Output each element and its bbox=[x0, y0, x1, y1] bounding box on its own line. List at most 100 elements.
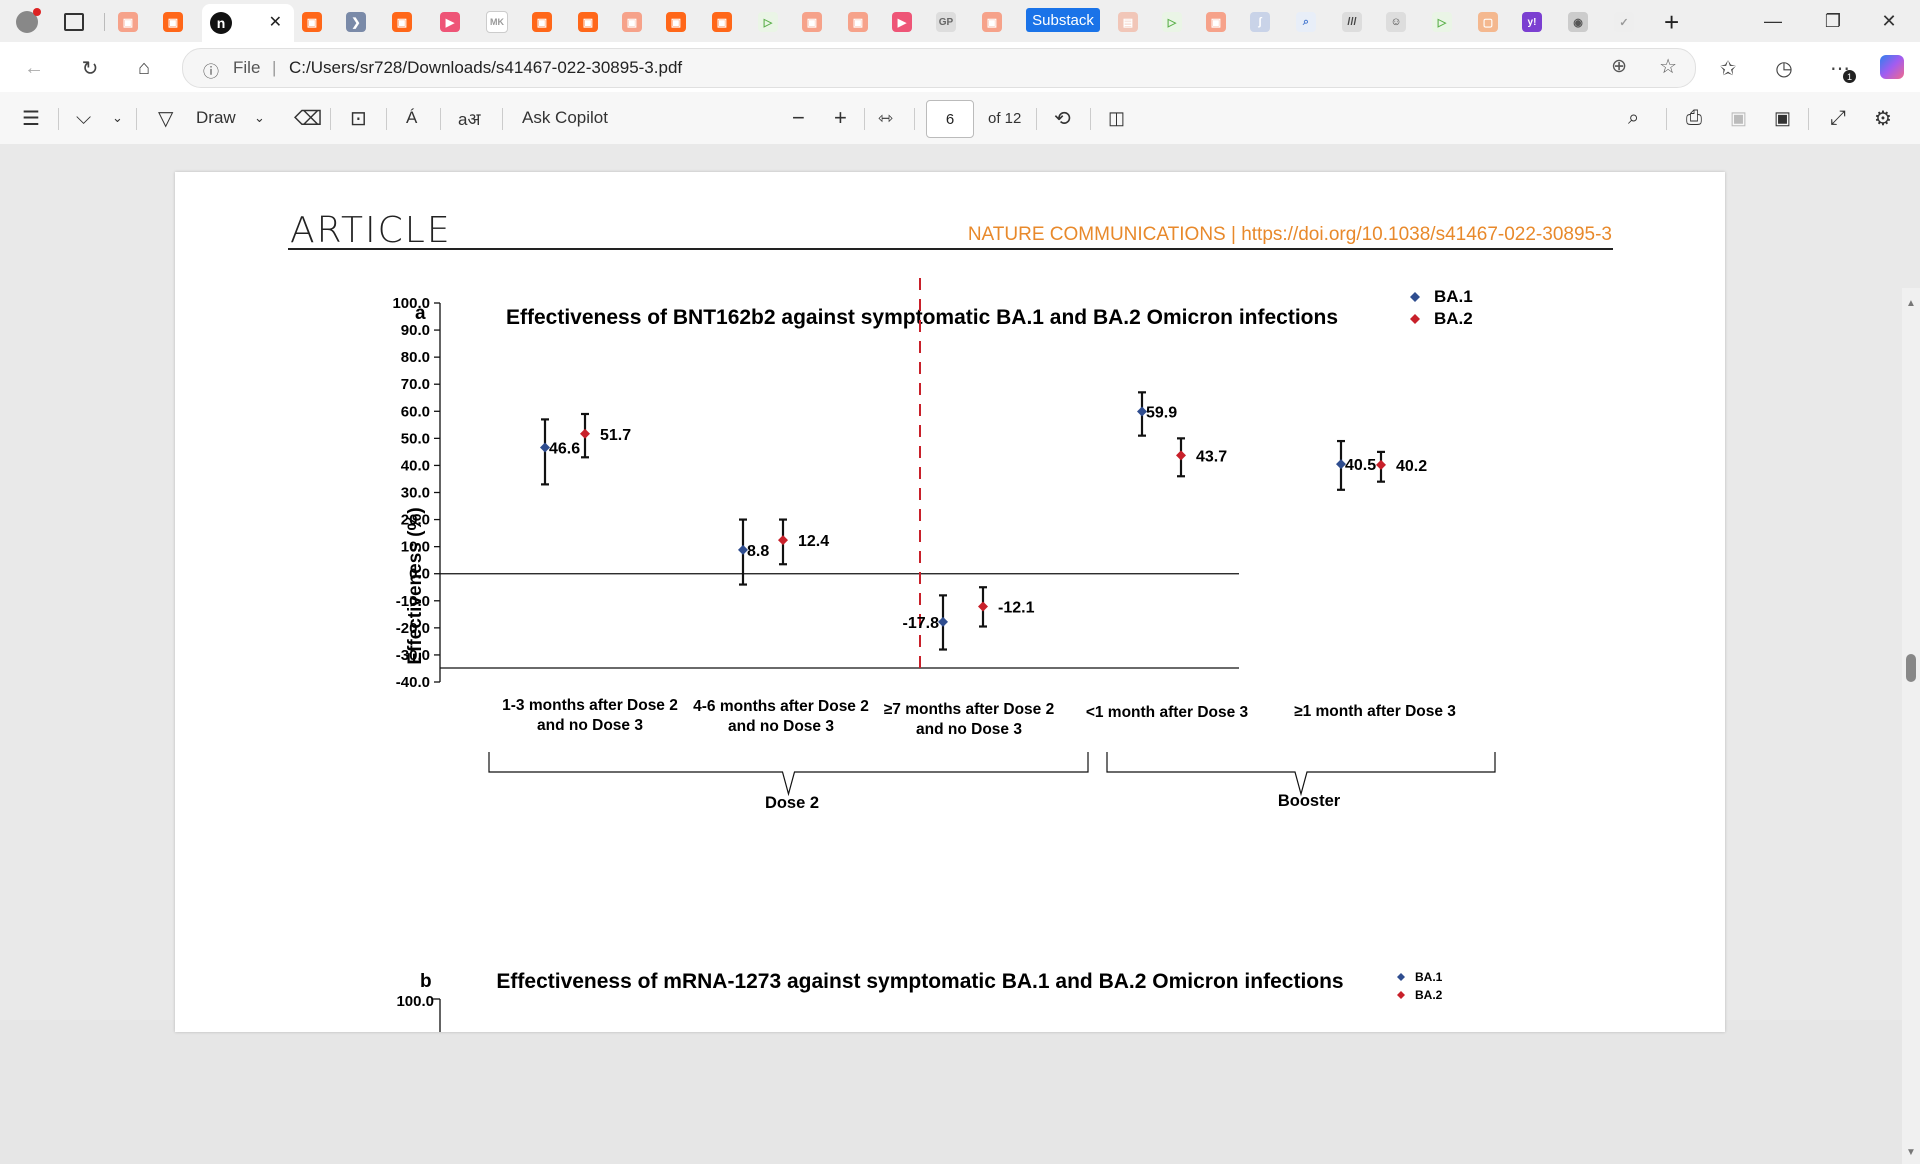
tab-substack-10[interactable]: ▣ bbox=[802, 9, 822, 35]
zoom-in-button[interactable]: + bbox=[834, 105, 847, 130]
tab-substack-2[interactable]: ▣ bbox=[163, 9, 183, 35]
tab-play-1[interactable]: ▷ bbox=[758, 9, 778, 35]
category-label: <1 month after Dose 3 bbox=[1086, 704, 1249, 721]
expand-icon[interactable]: ⤢ bbox=[1830, 106, 1846, 129]
favorites-icon[interactable]: ✩ bbox=[1719, 57, 1737, 80]
tab-generic-2[interactable]: ʃ bbox=[1250, 9, 1270, 35]
back-arrow-icon[interactable]: ← bbox=[24, 56, 44, 79]
tab-mk[interactable]: MK bbox=[486, 9, 508, 35]
y-tick-label: 20.0 bbox=[401, 512, 430, 529]
address-bar: ← ↻ ⌂ ⓘ File | C:/Users/sr728/Downloads/… bbox=[0, 42, 1920, 92]
settings-gear-icon[interactable]: ⚙ bbox=[1874, 107, 1892, 130]
tab-generic-5[interactable]: ▢ bbox=[1478, 9, 1498, 35]
tab-youtube-2[interactable]: ▶ bbox=[892, 9, 912, 35]
legend-b-ba2-marker bbox=[1397, 991, 1405, 999]
history-icon[interactable]: ◷ bbox=[1775, 57, 1793, 80]
tab-youtube-1[interactable]: ▶ bbox=[440, 9, 460, 35]
page-view-icon[interactable]: ◫ bbox=[1108, 107, 1126, 128]
legend-label-ba1: BA.1 bbox=[1434, 287, 1473, 306]
tab-substack-1[interactable]: ▣ bbox=[118, 9, 138, 35]
tab-generic-3[interactable]: /// bbox=[1342, 9, 1362, 35]
translate-icon[interactable]: aअ bbox=[458, 109, 481, 129]
home-icon[interactable]: ⌂ bbox=[137, 56, 151, 79]
url-field[interactable]: ⓘ File | C:/Users/sr728/Downloads/s41467… bbox=[182, 48, 1696, 88]
url-text[interactable]: C:/Users/sr728/Downloads/s41467-022-3089… bbox=[289, 58, 683, 77]
profile-avatar[interactable] bbox=[16, 8, 41, 35]
substack-icon: ▣ bbox=[163, 12, 183, 32]
substack-icon: ▣ bbox=[712, 12, 732, 32]
search-icon[interactable]: ⌕ bbox=[1628, 106, 1640, 129]
tab-generic-6[interactable]: ◉ bbox=[1568, 9, 1588, 35]
tab-substack-7[interactable]: ▣ bbox=[622, 9, 642, 35]
read-aloud-icon[interactable]: Á bbox=[406, 108, 418, 127]
scroll-up-icon[interactable]: ▲ bbox=[1906, 298, 1916, 309]
close-window-button[interactable]: ✕ bbox=[1881, 10, 1897, 31]
minimize-button[interactable]: — bbox=[1764, 10, 1782, 31]
tab-generic-1[interactable]: ❯ bbox=[346, 9, 366, 35]
tab-substack-11[interactable]: ▣ bbox=[848, 9, 868, 35]
restore-button[interactable]: ❐ bbox=[1824, 10, 1842, 31]
tab-substack-6[interactable]: ▣ bbox=[578, 9, 598, 35]
save-as-icon[interactable]: ▣ bbox=[1774, 107, 1792, 128]
chevron-down-icon[interactable]: ⌄ bbox=[112, 110, 123, 125]
favorite-star-icon[interactable]: ☆ bbox=[1659, 56, 1677, 78]
tab-gp[interactable]: GP bbox=[936, 9, 956, 35]
highlight-icon[interactable]: ⌵ bbox=[76, 106, 92, 129]
tab-generic-7[interactable]: ✓ bbox=[1614, 9, 1634, 35]
rotate-icon[interactable]: ⟲ bbox=[1054, 107, 1071, 130]
eraser-icon[interactable]: ⌫ bbox=[294, 107, 323, 130]
category-label: 4-6 months after Dose 2 bbox=[693, 698, 869, 715]
journal-citation[interactable]: NATURE COMMUNICATIONS | https://doi.org/… bbox=[967, 224, 1612, 245]
category-label: ≥1 month after Dose 3 bbox=[1294, 703, 1456, 720]
chart-a-title: Effectiveness of BNT162b2 against sympto… bbox=[506, 306, 1338, 329]
tab-substack-8[interactable]: ▣ bbox=[666, 9, 686, 35]
tab-yahoo[interactable]: y! bbox=[1522, 9, 1542, 35]
tab-search[interactable]: ⌕ bbox=[1296, 9, 1316, 35]
tab-substack-4[interactable]: ▣ bbox=[392, 9, 412, 35]
substack-icon: ▣ bbox=[392, 12, 412, 32]
fit-width-icon[interactable]: ⇿ bbox=[878, 107, 894, 128]
copilot-icon[interactable] bbox=[1880, 55, 1904, 79]
draw-icon[interactable]: ▽ bbox=[158, 107, 174, 130]
tab-substack-12[interactable]: ▣ bbox=[982, 9, 1002, 35]
data-point-ba2 bbox=[1376, 459, 1386, 470]
tab-substack-9[interactable]: ▣ bbox=[712, 9, 732, 35]
new-tab-button[interactable]: + bbox=[1664, 6, 1680, 37]
play-icon: ▷ bbox=[758, 12, 778, 32]
substack-icon: ▣ bbox=[532, 12, 552, 32]
refresh-icon[interactable]: ↻ bbox=[81, 57, 99, 80]
draw-button[interactable]: Draw bbox=[196, 108, 236, 127]
page-number-input[interactable]: 6 bbox=[926, 100, 974, 138]
draw-chevron-down-icon[interactable]: ⌄ bbox=[254, 110, 265, 125]
arrow-icon: ❯ bbox=[346, 12, 366, 32]
zoom-icon[interactable]: ⊕ bbox=[1611, 56, 1627, 77]
tab-substack-group[interactable]: Substack bbox=[1026, 8, 1100, 32]
tab-substack-13[interactable]: ▣ bbox=[1206, 9, 1226, 35]
close-tab-icon[interactable]: ✕ bbox=[268, 14, 282, 31]
print-icon[interactable]: ⎙ bbox=[1686, 106, 1702, 129]
ask-copilot-button[interactable]: Ask Copilot bbox=[522, 108, 608, 127]
tab-active[interactable]: n ✕ bbox=[202, 4, 294, 42]
save-icon[interactable]: ▣ bbox=[1730, 107, 1748, 128]
zoom-out-button[interactable]: − bbox=[792, 105, 805, 130]
tab-play-2[interactable]: ▷ bbox=[1162, 9, 1182, 35]
vertical-scrollbar[interactable]: ▲ ▼ bbox=[1902, 288, 1920, 1164]
chart-a: a Effectiveness of BNT162b2 against symp… bbox=[392, 278, 1496, 1032]
youtube-icon: ▶ bbox=[440, 12, 460, 32]
tab-actions-icon[interactable] bbox=[64, 9, 84, 35]
text-box-icon[interactable]: ⊡ bbox=[350, 107, 367, 130]
info-icon[interactable]: ⓘ bbox=[203, 64, 220, 81]
tab-doc[interactable]: ▤ bbox=[1118, 9, 1138, 35]
scroll-down-icon[interactable]: ▼ bbox=[1906, 1147, 1916, 1158]
data-point-ba2 bbox=[978, 601, 988, 612]
tab-play-3[interactable]: ▷ bbox=[1432, 9, 1452, 35]
contents-icon[interactable]: ☰ bbox=[22, 107, 40, 130]
category-label: 1-3 months after Dose 2 bbox=[502, 697, 678, 714]
y-tick-label: 60.0 bbox=[401, 403, 430, 420]
data-label: 40.2 bbox=[1396, 458, 1427, 475]
y-tick-label: 100.0 bbox=[392, 295, 430, 312]
tab-substack-3[interactable]: ▣ bbox=[302, 9, 322, 35]
scroll-thumb[interactable] bbox=[1906, 654, 1916, 682]
tab-generic-4[interactable]: ☺ bbox=[1386, 9, 1406, 35]
tab-substack-5[interactable]: ▣ bbox=[532, 9, 552, 35]
